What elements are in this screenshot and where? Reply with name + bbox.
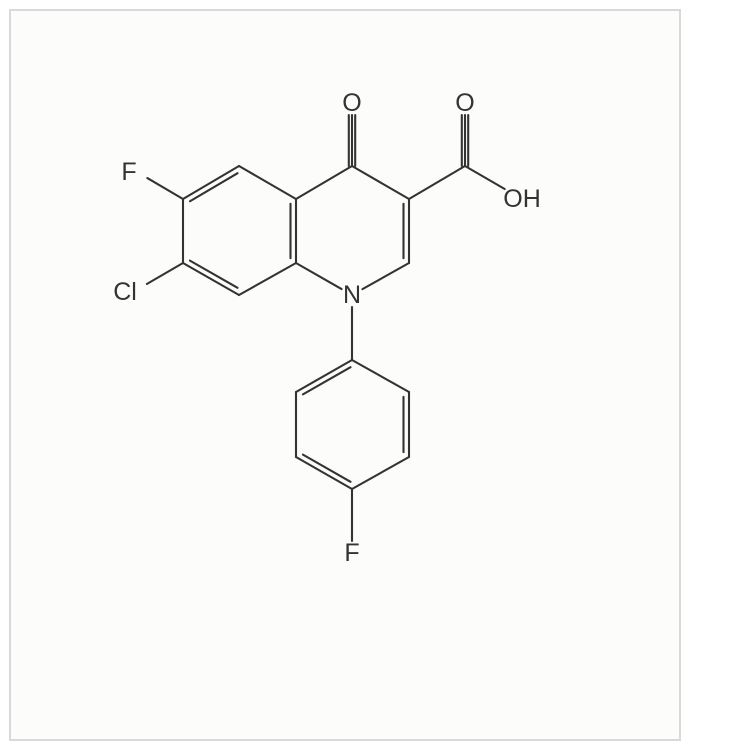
atom-label-N1: N	[343, 281, 361, 309]
atom-label-Cl1: Cl	[113, 278, 137, 306]
atom-label-O1: O	[342, 89, 361, 117]
atom-label-O3: OH	[503, 185, 541, 213]
panel-rect	[10, 10, 680, 740]
atom-label-O2: O	[455, 89, 474, 117]
atom-label-F2: F	[344, 539, 359, 567]
chemical-structure-svg: N O O OH F Cl F	[0, 0, 750, 750]
atom-label-F1: F	[121, 158, 136, 186]
